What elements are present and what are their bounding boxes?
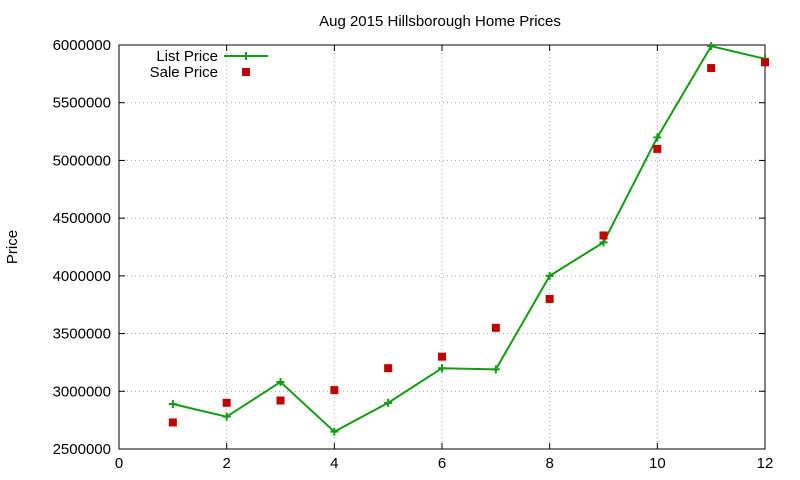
y-tick-label: 3500000 [53, 326, 111, 343]
x-tick-label: 4 [330, 455, 338, 472]
data-point-list-price [276, 378, 285, 387]
data-point-list-price [545, 271, 554, 280]
data-point-sale-price [330, 386, 339, 395]
x-tick-label: 6 [438, 455, 446, 472]
data-point-sale-price [222, 398, 231, 407]
data-point-sale-price [168, 418, 177, 427]
y-tick-label: 5000000 [53, 152, 111, 169]
data-point-sale-price [707, 64, 716, 73]
data-point-list-price [707, 42, 716, 51]
y-tick-label: 6000000 [53, 37, 111, 54]
data-point-list-price [222, 412, 231, 421]
series-line-list-price [172, 45, 766, 433]
data-point-sale-price [438, 352, 446, 361]
y-axis-label: Price [4, 230, 21, 264]
data-point-sale-price [761, 58, 769, 67]
y-tick-label: 4000000 [53, 268, 111, 285]
data-point-sale-price [653, 144, 662, 153]
y-tick-label: 3000000 [53, 383, 111, 400]
data-point-sale-price [545, 294, 554, 303]
legend-marker-sale-price [242, 68, 250, 76]
data-point-list-price [168, 399, 177, 408]
data-point-list-price [491, 365, 500, 374]
data-point-list-price [438, 364, 446, 373]
series-sale-price [168, 58, 769, 427]
series-list-price [168, 42, 769, 436]
x-tick-label: 10 [649, 455, 666, 472]
data-point-list-price [384, 398, 393, 407]
chart-title: Aug 2015 Hillsborough Home Prices [319, 13, 561, 30]
y-tick-label: 4500000 [53, 210, 111, 227]
y-tick-label: 2500000 [53, 441, 111, 458]
x-tick-label: 8 [545, 455, 553, 472]
legend-label-sale-price: Sale Price [150, 64, 218, 81]
data-point-list-price [653, 133, 662, 142]
data-point-sale-price [276, 396, 285, 405]
axis-ticks: 0 2 4 6 8 10 12 2500000 3000000 3500000 4000000 450… [53, 37, 774, 472]
data-point-sale-price [491, 323, 500, 332]
legend: List Price Sale Price [150, 48, 268, 81]
data-point-list-price [330, 427, 339, 436]
gridlines [119, 45, 765, 449]
data-point-list-price [599, 238, 608, 247]
legend-marker-list-price [242, 52, 250, 60]
x-tick-label: 0 [115, 455, 123, 472]
x-tick-label: 12 [757, 455, 774, 472]
data-point-sale-price [384, 364, 393, 373]
data-series [168, 42, 769, 436]
x-tick-label: 2 [222, 455, 230, 472]
legend-label-list-price: List Price [156, 48, 218, 65]
y-tick-label: 5500000 [53, 95, 111, 112]
data-point-sale-price [599, 231, 608, 240]
